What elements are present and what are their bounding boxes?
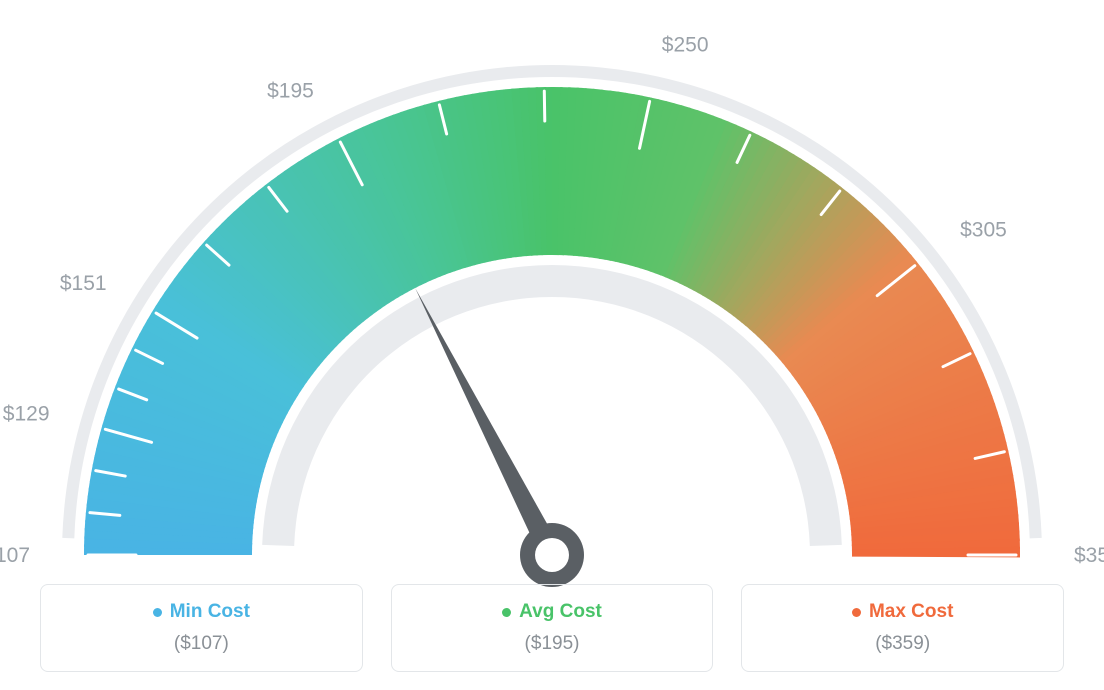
gauge-tick-label: $250	[662, 34, 709, 57]
legend-title-text: Max Cost	[869, 601, 953, 623]
legend-title-avg: Avg Cost	[502, 601, 602, 623]
legend-card-avg: Avg Cost ($195)	[391, 584, 714, 672]
legend-title-text: Avg Cost	[519, 601, 602, 623]
legend-card-min: Min Cost ($107)	[40, 584, 363, 672]
gauge-tick-label: $107	[0, 544, 30, 567]
legend-title-text: Min Cost	[170, 601, 250, 623]
legend-value-max: ($359)	[752, 633, 1053, 655]
dot-icon	[153, 608, 162, 617]
legend-title-min: Min Cost	[153, 601, 250, 623]
gauge-tick-label: $129	[3, 403, 50, 426]
legend-value-avg: ($195)	[402, 633, 703, 655]
gauge-tick-label: $151	[60, 272, 107, 295]
gauge-tick-label: $305	[960, 219, 1007, 242]
legend-card-max: Max Cost ($359)	[741, 584, 1064, 672]
gauge-tick-label: $195	[267, 79, 314, 102]
legend-row: Min Cost ($107) Avg Cost ($195) Max Cost…	[40, 584, 1064, 672]
gauge-chart: $107 $129 $151 $195 $250 $305 $359	[0, 0, 1104, 575]
legend-title-max: Max Cost	[852, 601, 953, 623]
gauge-tick-label: $359	[1074, 544, 1104, 567]
dot-icon	[502, 608, 511, 617]
dot-icon	[852, 608, 861, 617]
legend-value-min: ($107)	[51, 633, 352, 655]
gauge-svg: $107 $129 $151 $195 $250 $305 $359	[0, 15, 1104, 590]
